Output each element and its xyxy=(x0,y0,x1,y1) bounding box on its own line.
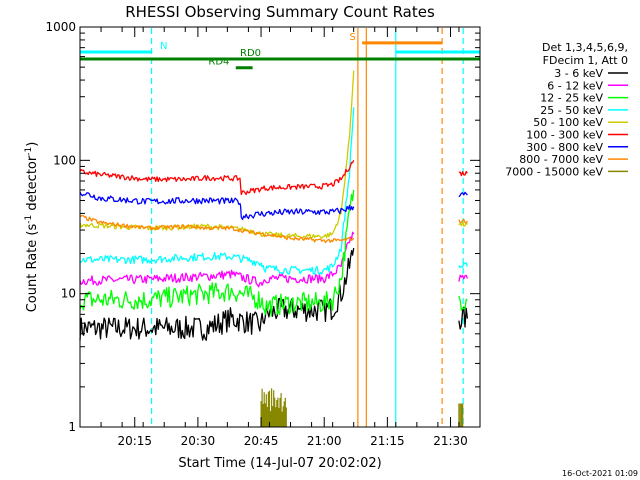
y-tick-label-3: 1000 xyxy=(45,20,76,34)
series-line-0-1 xyxy=(458,306,469,330)
series-line-2-0 xyxy=(79,189,355,317)
y-axis-label: Count Rate (s-1 detector-1) xyxy=(24,142,40,313)
series-line-8 xyxy=(260,388,464,427)
x-tick-label-3: 21:00 xyxy=(307,434,342,448)
flag-label-rd0: RD0 xyxy=(240,48,261,59)
legend-header-1: FDecim 1, Att 0 xyxy=(543,54,628,67)
series-line-5-1 xyxy=(458,170,468,177)
y-tick-label-0: 1 xyxy=(68,420,76,434)
legend-header-0: Det 1,3,4,5,6,9, xyxy=(542,41,628,54)
series-line-1-0 xyxy=(79,231,355,288)
legend-entry-7: 800 - 7000 keV xyxy=(519,153,603,166)
series-line-3-0 xyxy=(79,107,355,275)
series-line-7-1 xyxy=(458,218,468,224)
legend-entry-8: 7000 - 15000 keV xyxy=(505,165,603,178)
legend: Det 1,3,4,5,6,9,FDecim 1, Att 03 - 6 keV… xyxy=(505,41,628,178)
flag-label-rd4: RD4 xyxy=(208,57,229,68)
legend-entry-1: 6 - 12 keV xyxy=(547,79,603,92)
plot-frame xyxy=(79,26,481,428)
series-line-6-1 xyxy=(458,191,468,198)
x-tick-label-0: 20:15 xyxy=(117,434,152,448)
flag-label-n: N xyxy=(160,41,167,52)
x-tick-label-4: 21:15 xyxy=(370,434,405,448)
x-axis-label: Start Time (14-Jul-07 20:02:02) xyxy=(178,456,381,471)
x-tick-label-2: 20:45 xyxy=(244,434,279,448)
x-tick-label-5: 21:30 xyxy=(433,434,468,448)
series-line-2-1 xyxy=(458,295,468,312)
flag-label-s: S xyxy=(349,32,355,43)
legend-entry-2: 12 - 25 keV xyxy=(540,92,603,105)
series-line-5-0 xyxy=(79,160,355,196)
axes: 1 10 100 1000 20:15 20:30 20:45 21:00 21:15 21:30 xyxy=(45,20,481,448)
timestamp: 16-Oct-2021 01:09 xyxy=(562,469,638,478)
series-line-0-0 xyxy=(79,247,355,341)
legend-entry-0: 3 - 6 keV xyxy=(554,67,603,80)
series-line-6-0 xyxy=(79,191,355,221)
series-line-1-1 xyxy=(458,274,469,282)
legend-entry-6: 300 - 800 keV xyxy=(526,141,603,154)
legend-entry-3: 25 - 50 keV xyxy=(540,104,603,117)
legend-entry-5: 100 - 300 keV xyxy=(526,129,603,142)
chart-title: RHESSI Observing Summary Count Rates xyxy=(125,3,435,21)
series-line-3-1 xyxy=(458,262,469,269)
y-tick-label-1: 10 xyxy=(61,287,76,301)
legend-entry-4: 50 - 100 keV xyxy=(533,116,603,129)
series-line-7-0 xyxy=(79,214,355,244)
y-tick-label-2: 100 xyxy=(53,153,76,167)
plot-area: N S RD0 RD4 xyxy=(79,28,480,427)
x-tick-label-1: 20:30 xyxy=(181,434,216,448)
